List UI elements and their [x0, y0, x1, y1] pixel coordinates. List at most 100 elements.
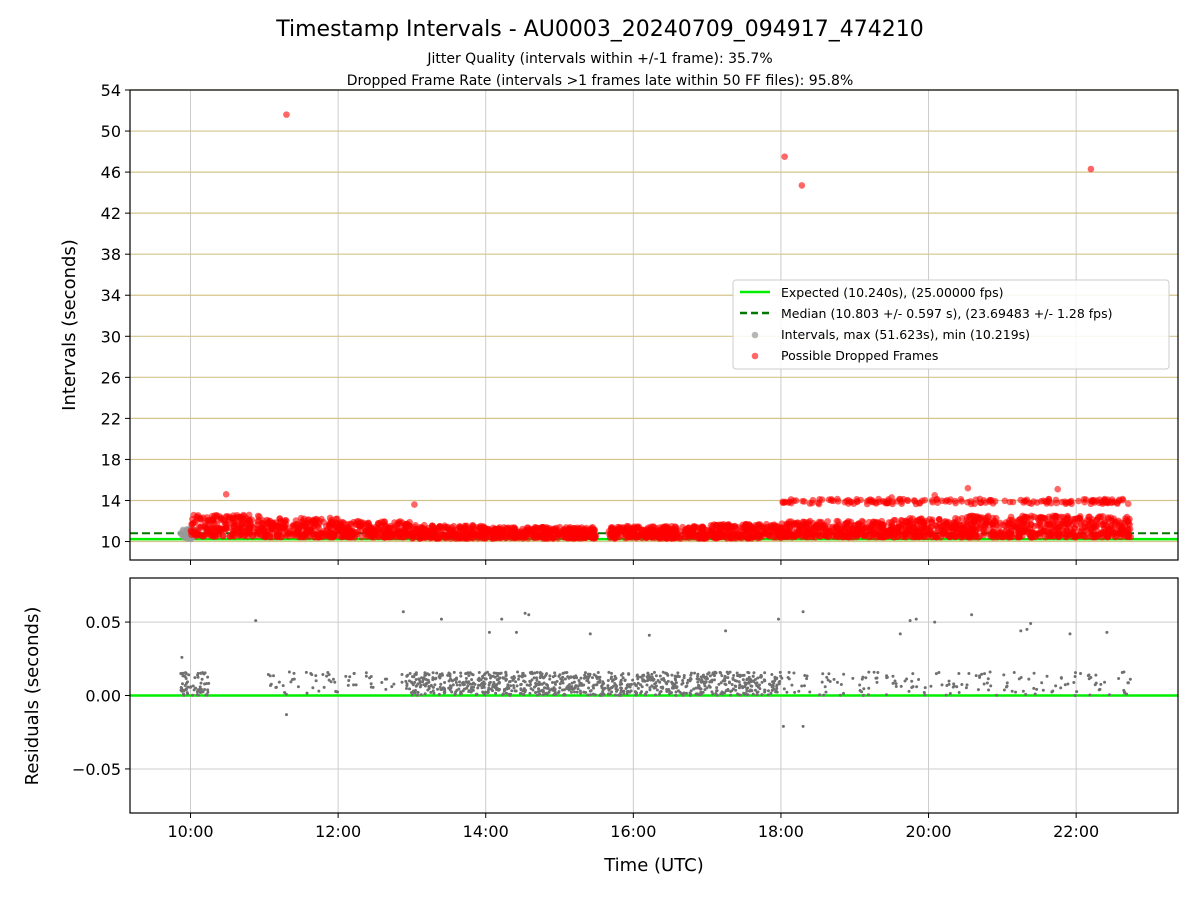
dropped-frame-point: [976, 532, 984, 540]
residual-point: [823, 685, 827, 689]
residual-point: [457, 687, 461, 691]
dropped-frame-point: [819, 523, 827, 530]
residual-point: [404, 687, 408, 691]
dropped-frame-point: [274, 533, 282, 541]
dropped-frame-point: [512, 533, 519, 541]
dropped-frame-point: [991, 497, 999, 505]
dropped-frame-point: [930, 533, 938, 540]
residual-outlier: [781, 724, 785, 728]
residual-point: [619, 678, 623, 682]
residual-point: [191, 684, 195, 688]
residual-point: [199, 671, 203, 675]
x-tick-label: 20:00: [905, 822, 951, 841]
residual-point: [1073, 693, 1077, 697]
residual-point: [181, 674, 185, 678]
residual-point: [182, 689, 186, 693]
residual-point: [1032, 671, 1036, 675]
residual-point: [451, 683, 455, 687]
residual-point: [405, 674, 409, 678]
dropped-frame-point: [756, 521, 764, 528]
dropped-frame-point: [1057, 513, 1065, 521]
residual-point: [184, 671, 188, 675]
residual-point: [894, 682, 898, 686]
residual-point: [752, 671, 756, 675]
residual-point: [435, 671, 439, 675]
residual-point: [754, 681, 758, 685]
residual-point: [1073, 675, 1077, 679]
x-tick-label: 22:00: [1053, 822, 1099, 841]
dropped-frame-point: [916, 516, 923, 523]
residual-point: [704, 676, 708, 680]
residual-point: [797, 689, 801, 693]
residual-point: [321, 673, 325, 677]
residual-point: [719, 681, 723, 685]
dropped-frame-point: [447, 528, 455, 536]
dropped-frame-point: [906, 532, 914, 540]
residual-point: [538, 671, 542, 675]
residual-point: [699, 693, 703, 697]
dropped-frame-outlier: [1054, 485, 1062, 493]
dropped-frame-point: [192, 517, 200, 525]
residual-point: [885, 674, 889, 678]
dropped-frame-point: [553, 533, 561, 540]
residual-point: [480, 681, 484, 685]
dropped-frame-point: [1086, 513, 1093, 521]
dropped-frame-point: [866, 532, 874, 540]
residual-point: [729, 693, 733, 697]
dropped-frame-point: [192, 531, 200, 539]
residual-point: [533, 671, 537, 675]
dropped-frame-point: [915, 499, 923, 507]
residual-point: [442, 691, 446, 695]
residual-point: [654, 693, 658, 697]
residual-point: [1066, 682, 1070, 686]
residual-point: [587, 686, 591, 690]
residual-point: [473, 682, 477, 686]
residual-point: [800, 684, 804, 688]
residual-point: [305, 691, 309, 695]
residual-point: [333, 680, 337, 684]
residual-point: [718, 670, 722, 674]
residual-point: [582, 683, 586, 687]
residual-point: [186, 680, 190, 684]
dropped-frame-point: [989, 528, 997, 535]
residual-point: [384, 687, 388, 691]
residual-point: [705, 686, 709, 690]
dropped-frame-outlier: [798, 182, 806, 189]
residual-point: [1089, 676, 1093, 680]
residual-point: [179, 686, 183, 690]
residual-outlier: [724, 629, 728, 633]
dropped-frame-outlier: [931, 492, 938, 499]
residual-outlier: [254, 619, 258, 623]
dropped-frame-point: [1124, 500, 1132, 508]
residual-point: [518, 691, 522, 695]
residual-point: [867, 693, 871, 697]
dropped-frame-point: [952, 514, 959, 522]
intervals-y-tick-label: 38: [101, 245, 121, 264]
dropped-frame-point: [290, 523, 297, 530]
dropped-frame-point: [365, 519, 372, 527]
dropped-frame-point: [230, 514, 237, 522]
residual-point: [643, 692, 647, 696]
residual-point: [346, 683, 350, 687]
residual-point: [496, 678, 500, 682]
residual-point: [553, 680, 557, 684]
residual-point: [198, 689, 202, 693]
residuals-panel: −0.05 0.00 0.05 10:00 12:00 14:00 16:00 18:00 2…: [22, 577, 1179, 876]
residual-point: [732, 673, 736, 677]
dropped-frame-point: [266, 519, 273, 526]
dropped-frame-point: [1104, 530, 1112, 538]
residual-point: [455, 683, 459, 687]
residual-outlier: [914, 617, 918, 621]
residual-point: [620, 682, 624, 686]
dropped-frame-point: [984, 513, 992, 521]
dropped-frame-point: [199, 533, 207, 540]
residual-point: [419, 676, 423, 680]
residual-point: [569, 675, 573, 679]
residual-point: [1017, 677, 1021, 681]
residual-point: [636, 681, 640, 685]
residual-point: [465, 671, 469, 675]
residual-point: [858, 689, 862, 693]
intervals-y-tick-label: 26: [101, 368, 121, 387]
dropped-frame-point: [940, 521, 947, 529]
residual-point: [762, 678, 766, 682]
